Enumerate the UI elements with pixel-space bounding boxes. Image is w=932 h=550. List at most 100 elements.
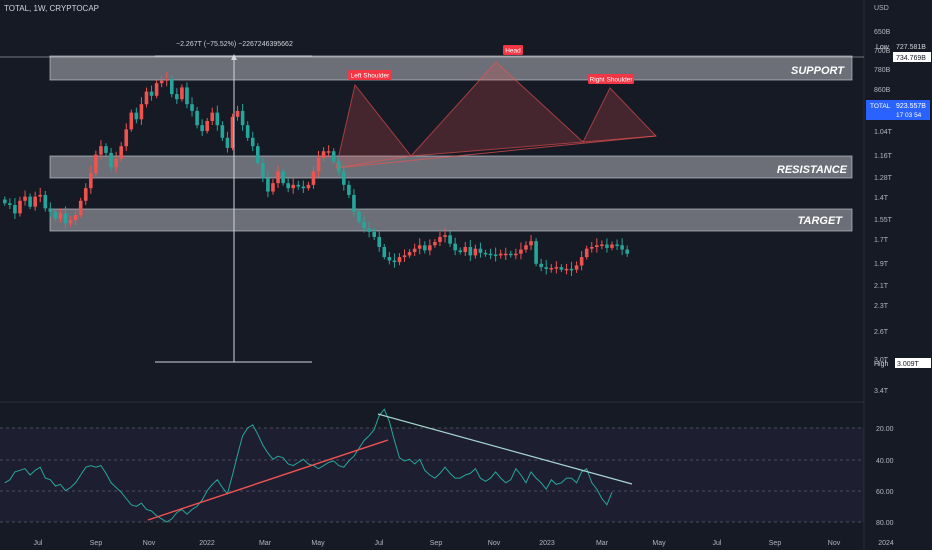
time-axis-label: Mar: [259, 540, 272, 547]
candle-body: [139, 104, 144, 120]
price-tick-label: 860B: [874, 87, 891, 94]
candle-body: [144, 91, 149, 105]
candle-body: [610, 244, 614, 248]
candle-body: [104, 146, 108, 153]
level-badge-value: 734.769B: [896, 55, 926, 62]
candle-body: [620, 245, 624, 250]
candle-body: [407, 252, 412, 256]
candle-body: [48, 208, 53, 212]
candle-body: [357, 211, 361, 222]
candle-body: [114, 158, 118, 168]
candle-body: [256, 146, 260, 163]
low-badge-value: 727.581B: [896, 44, 926, 51]
zone-label-resistance: RESISTANCE: [777, 164, 848, 176]
price-tick-label: 3.0T: [874, 357, 889, 364]
time-axis-label: 2022: [199, 540, 215, 547]
candle-body: [529, 241, 533, 246]
candle-body: [428, 245, 432, 251]
zone-support: [49, 55, 853, 81]
candle-body: [18, 200, 22, 214]
candle-body: [498, 253, 503, 256]
rsi-trendline-down: [377, 413, 633, 485]
symbol-header: TOTAL, 1W, CRYPTOCAP: [4, 4, 99, 13]
candle-body: [488, 253, 493, 256]
head-triangle: [409, 61, 585, 157]
rsi-tick-label: 80.00: [876, 520, 894, 527]
high-badge-label: High: [874, 361, 889, 368]
candle-body: [554, 267, 559, 269]
candle-body: [397, 257, 402, 263]
rsi-band: [0, 428, 864, 522]
candle-body: [250, 137, 255, 147]
candle-body: [94, 154, 98, 174]
time-axis-label: Jul: [34, 540, 43, 547]
total-badge-countdown: 17 03 54: [896, 112, 922, 119]
candle-body: [433, 241, 437, 246]
time-axis-label: Nov: [143, 540, 156, 547]
total-badge-box: [866, 100, 930, 120]
candle-body: [306, 184, 311, 189]
candle-body: [83, 188, 88, 201]
candle-body: [382, 247, 387, 258]
candle-body: [402, 255, 407, 258]
candle-body: [33, 196, 37, 207]
candle-body: [509, 253, 513, 256]
candle-body: [8, 203, 12, 205]
candle-body: [296, 184, 301, 187]
pattern-label-head: Head: [505, 48, 521, 55]
zone-target: [49, 208, 853, 232]
candle-body: [225, 137, 230, 148]
label-box-right_shoulder: [588, 74, 634, 84]
rsi-trendline-up: [147, 439, 389, 521]
candle-body: [392, 260, 397, 263]
candle-body: [347, 184, 351, 195]
time-axis-label: 2023: [539, 540, 555, 547]
candle-body: [276, 171, 280, 184]
price-tick-label: 1.55T: [874, 217, 893, 224]
candle-body: [503, 253, 508, 256]
price-tick-label: 2.3T: [874, 303, 889, 310]
candle-body: [387, 257, 392, 261]
candle-body: [321, 151, 326, 158]
candle-body: [235, 110, 240, 117]
candle-body: [210, 112, 215, 121]
candle-body: [539, 263, 543, 268]
zone-label-target: TARGET: [798, 215, 844, 227]
candle-body: [281, 171, 285, 184]
candle-body: [78, 200, 83, 216]
candle-body: [534, 241, 538, 264]
candle-body: [326, 151, 331, 153]
candle-body: [13, 205, 17, 214]
candle-body: [377, 236, 382, 247]
time-axis-label: Nov: [488, 540, 501, 547]
candle-body: [291, 184, 296, 189]
candle-body: [43, 194, 48, 209]
candle-body: [417, 245, 422, 249]
candle-body: [154, 83, 159, 96]
candle-body: [463, 247, 468, 253]
candle-body: [63, 213, 68, 224]
candle-body: [595, 245, 599, 247]
candle-body: [493, 254, 498, 257]
pattern-label-right_shoulder: Right Shoulder: [590, 77, 634, 84]
candle-body: [23, 196, 27, 201]
candle-body: [245, 125, 250, 138]
price-tick-label: 3.4T: [874, 388, 889, 395]
price-tick-label: 1.9T: [874, 261, 889, 268]
time-axis-label: May: [652, 540, 666, 547]
candle-body: [483, 252, 488, 255]
rsi-line: [4, 408, 613, 523]
candle-body: [352, 194, 356, 212]
candle-body: [473, 248, 478, 256]
candle-body: [564, 268, 569, 271]
time-axis-label: Sep: [90, 540, 103, 547]
candle-body: [180, 87, 184, 100]
candle-body: [458, 250, 462, 253]
high-badge-box: [895, 358, 931, 368]
candle-body: [584, 248, 589, 258]
total-badge-value: 923.557B: [896, 103, 926, 110]
candle-body: [468, 247, 473, 256]
time-axis-label: 2024: [878, 540, 894, 547]
